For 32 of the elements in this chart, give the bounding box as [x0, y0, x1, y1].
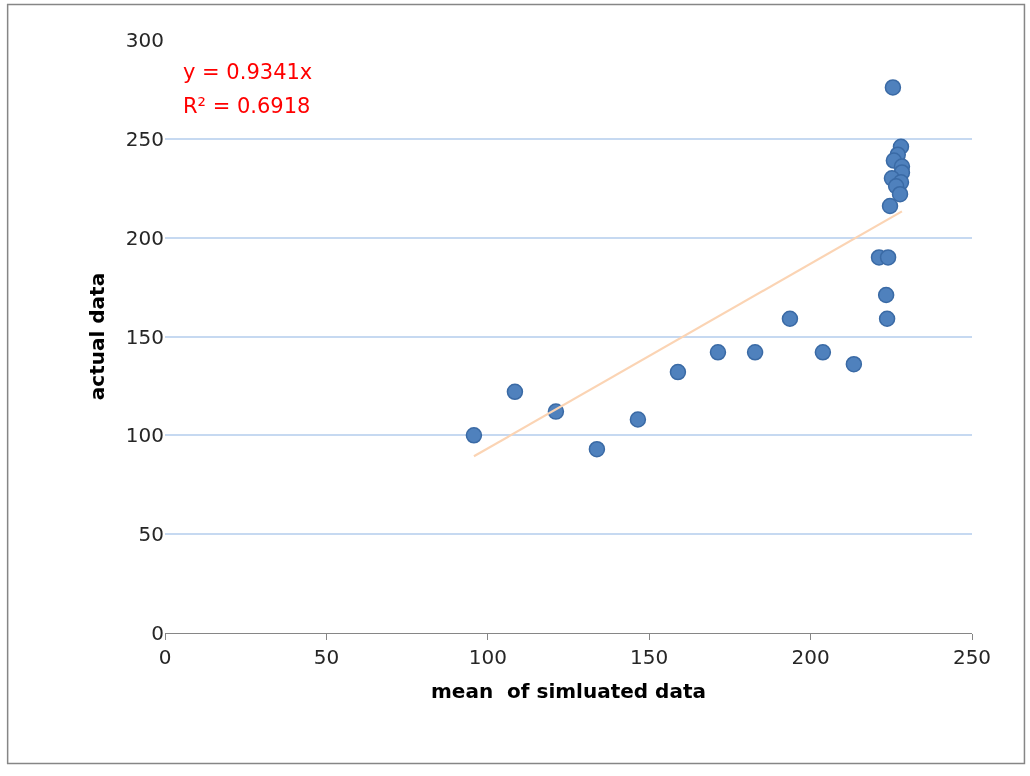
point: [891, 185, 909, 203]
y-axis-title: actual data: [85, 272, 110, 401]
point: [877, 286, 895, 304]
y-tick-label: 50: [138, 522, 164, 547]
y-tick-label: 0: [151, 621, 164, 645]
y-tick-label: 100: [125, 423, 164, 448]
point: [879, 249, 897, 266]
point: [845, 355, 863, 373]
point: [506, 383, 524, 401]
point: [781, 310, 799, 327]
x-tick-label: 150: [630, 645, 669, 669]
point: [629, 411, 647, 428]
x-axis-title: mean of simluated data: [431, 678, 706, 703]
x-tick-label: 50: [313, 645, 340, 669]
point: [709, 344, 727, 361]
point: [669, 363, 687, 381]
point: [588, 440, 606, 458]
point: [746, 344, 764, 361]
x-tick-label: 250: [952, 645, 992, 669]
x-tick-label: 200: [791, 645, 830, 669]
y-tick-label: 250: [125, 126, 164, 151]
point: [465, 427, 483, 444]
y-tick-label: 150: [125, 324, 164, 349]
annotation: R² = 0.6918: [183, 94, 311, 118]
x-tick-label: 100: [468, 645, 507, 669]
y-tick-label: 300: [125, 28, 164, 52]
y-tick-label: 200: [125, 225, 164, 250]
annotation: y = 0.9341x: [183, 60, 313, 84]
point: [878, 310, 896, 327]
point: [881, 197, 899, 215]
point: [884, 79, 902, 96]
point: [814, 344, 832, 361]
